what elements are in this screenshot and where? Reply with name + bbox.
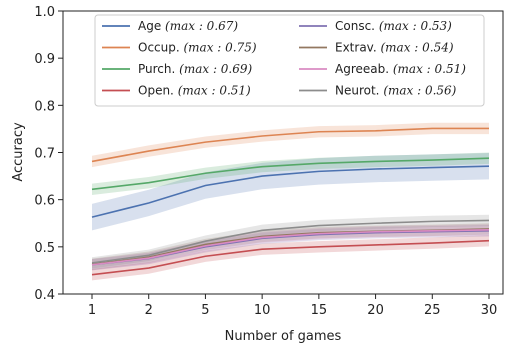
line-open	[91, 239, 490, 276]
y-tick-label: 0.8	[34, 99, 55, 114]
line-agreeab	[91, 229, 490, 266]
legend-entry: Agreeab. (max : 0.51)	[335, 62, 466, 76]
band-purch	[92, 152, 489, 195]
x-tick-label: 2	[145, 303, 153, 318]
line-occup	[91, 127, 489, 163]
legend-entry: Purch. (max : 0.69)	[138, 62, 253, 76]
band-occup	[92, 122, 489, 168]
line-purch	[91, 157, 490, 191]
band-extrav	[92, 223, 489, 270]
confidence-bands	[92, 122, 489, 281]
legend-entry: Age (max : 0.67)	[138, 19, 238, 33]
y-axis-label: Accuracy	[11, 122, 26, 182]
x-tick-label: 20	[367, 303, 384, 318]
line-neurot	[91, 219, 490, 264]
legend-entry: Neurot. (max : 0.56)	[335, 84, 457, 98]
axis-ticks: 1 2 5 10 15 20 25 300.40.50.60.70.80.91.0	[34, 5, 497, 318]
band-open	[92, 235, 489, 281]
x-tick-label: 25	[424, 303, 441, 318]
band-age	[92, 152, 489, 231]
y-tick-label: 0.6	[34, 194, 55, 209]
y-tick-label: 0.7	[34, 147, 55, 162]
legend: Age (max : 0.67) Occup. (max : 0.75) Purch…	[94, 14, 485, 107]
x-tick-label: 10	[254, 303, 271, 318]
x-tick-label: 1	[88, 303, 96, 318]
legend-frame	[94, 14, 485, 107]
y-tick-label: 1.0	[34, 5, 55, 20]
x-axis-label: Number of games	[225, 329, 342, 344]
legend-entry: Extrav. (max : 0.54)	[335, 41, 454, 55]
x-tick-label: 15	[311, 303, 328, 318]
legend-entry: Open. (max : 0.51)	[138, 84, 251, 98]
legend-entry: Consc. (max : 0.53)	[335, 19, 452, 33]
band-agreeab	[92, 224, 489, 271]
y-tick-label: 0.4	[34, 288, 55, 303]
band-neurot	[92, 214, 489, 269]
x-tick-label: 30	[481, 303, 498, 318]
y-tick-label: 0.9	[34, 52, 55, 67]
legend-entry: Occup. (max : 0.75)	[138, 41, 257, 55]
band-consc	[92, 225, 489, 271]
y-tick-label: 0.5	[34, 241, 55, 256]
x-tick-label: 5	[201, 303, 209, 318]
series-lines	[91, 127, 490, 276]
line-age	[91, 165, 490, 218]
